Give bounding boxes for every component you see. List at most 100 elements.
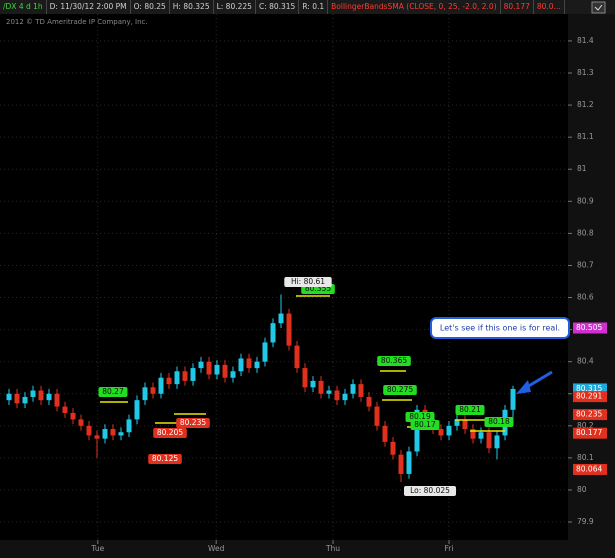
annotation-text: 80.27 (102, 387, 124, 396)
y-tick-label: 80.7 (577, 260, 594, 269)
candle-body (150, 387, 156, 394)
annotation-box (284, 277, 332, 287)
annotation-box (405, 412, 435, 422)
candle-body (254, 361, 260, 369)
time-axis (0, 540, 568, 558)
y-tick-label: 80 (577, 485, 587, 494)
candle-body (70, 412, 76, 420)
candle-body (478, 432, 484, 439)
annotation-text: 80.18 (488, 417, 510, 426)
candle-body (166, 377, 172, 385)
candle-body (494, 435, 500, 449)
candle-body (310, 380, 316, 388)
candle-body (270, 323, 276, 343)
plot-area (0, 14, 568, 540)
callout-box (430, 317, 570, 339)
candle-body (22, 396, 28, 404)
candle-body (390, 441, 396, 455)
price-label-box (573, 427, 607, 439)
y-tick-label: 80.4 (577, 357, 594, 366)
price-label: 80.064 (576, 464, 602, 473)
copyright: 2012 © TD Ameritrade IP Company, Inc. (6, 18, 148, 26)
candle-body (110, 429, 116, 436)
candle-body (14, 393, 20, 404)
candle-body (126, 419, 132, 433)
candle-body (358, 384, 364, 397)
y-tick-label: 80.1 (577, 453, 594, 462)
candle-body (406, 451, 412, 474)
candle-body (230, 371, 236, 378)
candle-body (182, 371, 188, 381)
candle-body (238, 358, 244, 372)
price-label-box (573, 409, 607, 421)
menu-button[interactable] (591, 1, 606, 14)
candle-body (414, 409, 420, 452)
header-item: BollingerBandsSMA (CLOSE, 0, 25, -2.0, 2… (328, 0, 501, 14)
annotation-text: 80.17 (414, 420, 436, 429)
price-label-box (573, 383, 607, 395)
candle-body (470, 429, 476, 439)
y-tick-label: 81 (577, 164, 587, 173)
annotation-box (484, 417, 514, 427)
header-item: R: 0.1 (299, 0, 329, 14)
candle-body (438, 429, 444, 436)
annotation-text: Lo: 80.025 (410, 486, 450, 495)
header-item: 80.177 (501, 0, 534, 14)
header-item: O: 80.25 (131, 0, 170, 14)
header-item: /DX 4 d 1h (0, 0, 47, 14)
candle-body (134, 400, 140, 420)
candle-body (118, 432, 124, 436)
candle-body (294, 345, 300, 369)
annotation-text: 80.355 (305, 284, 331, 293)
arrow-head (516, 380, 531, 394)
candle-body (286, 313, 292, 346)
x-tick-label: Tue (90, 544, 104, 553)
price-label: 80.505 (576, 323, 602, 332)
header-item: C: 80.315 (256, 0, 300, 14)
candle-body (398, 454, 404, 474)
candle-body (38, 390, 44, 401)
x-tick-label: Fri (445, 544, 454, 553)
header-item: 80.0... (534, 0, 565, 14)
y-tick-label: 80.2 (577, 421, 594, 430)
candle-body (158, 377, 164, 394)
layers: 81.481.381.281.18180.980.880.780.680.580… (0, 14, 607, 553)
price-label-box (573, 391, 607, 403)
candle-body (54, 393, 60, 407)
candle-body (374, 406, 380, 426)
candle-body (30, 390, 36, 397)
candle-body (6, 393, 12, 401)
annotation-box (153, 428, 187, 438)
y-tick-label: 80.8 (577, 228, 594, 237)
annotation-text: 80.275 (387, 385, 413, 394)
candle-body (278, 313, 284, 324)
annotation-text: 80.21 (459, 405, 481, 414)
header-item: L: 80.225 (214, 0, 256, 14)
candle-body (334, 390, 340, 401)
candle-body (86, 425, 92, 436)
y-tick-label: 81.2 (577, 100, 594, 109)
annotation-box (98, 387, 128, 397)
header-item: H: 80.325 (170, 0, 214, 14)
candle-body (454, 419, 460, 426)
header-bar: /DX 4 d 1h D: 11/30/12 2:00 PM O: 80.25 H: … (0, 0, 615, 14)
candle-body (382, 425, 388, 442)
candle-body (198, 361, 204, 369)
annotation-box (176, 418, 210, 428)
candle-body (462, 419, 468, 430)
annotation-box (455, 405, 485, 415)
candle-body (486, 432, 492, 449)
y-tick-label: 80.6 (577, 293, 594, 302)
y-tick-label: 79.9 (577, 517, 594, 526)
candle-body (318, 380, 324, 394)
annotation-text: Hi: 80.61 (291, 277, 325, 286)
annotation-text: 80.125 (152, 454, 178, 463)
candle-body (46, 393, 52, 401)
price-label-box (573, 322, 607, 334)
candle-body (222, 364, 228, 378)
price-label: 80.235 (576, 410, 602, 419)
candle-body (174, 371, 180, 385)
candle-body (214, 364, 220, 375)
header-item: D: 11/30/12 2:00 PM (47, 0, 131, 14)
candle-body (510, 388, 516, 410)
